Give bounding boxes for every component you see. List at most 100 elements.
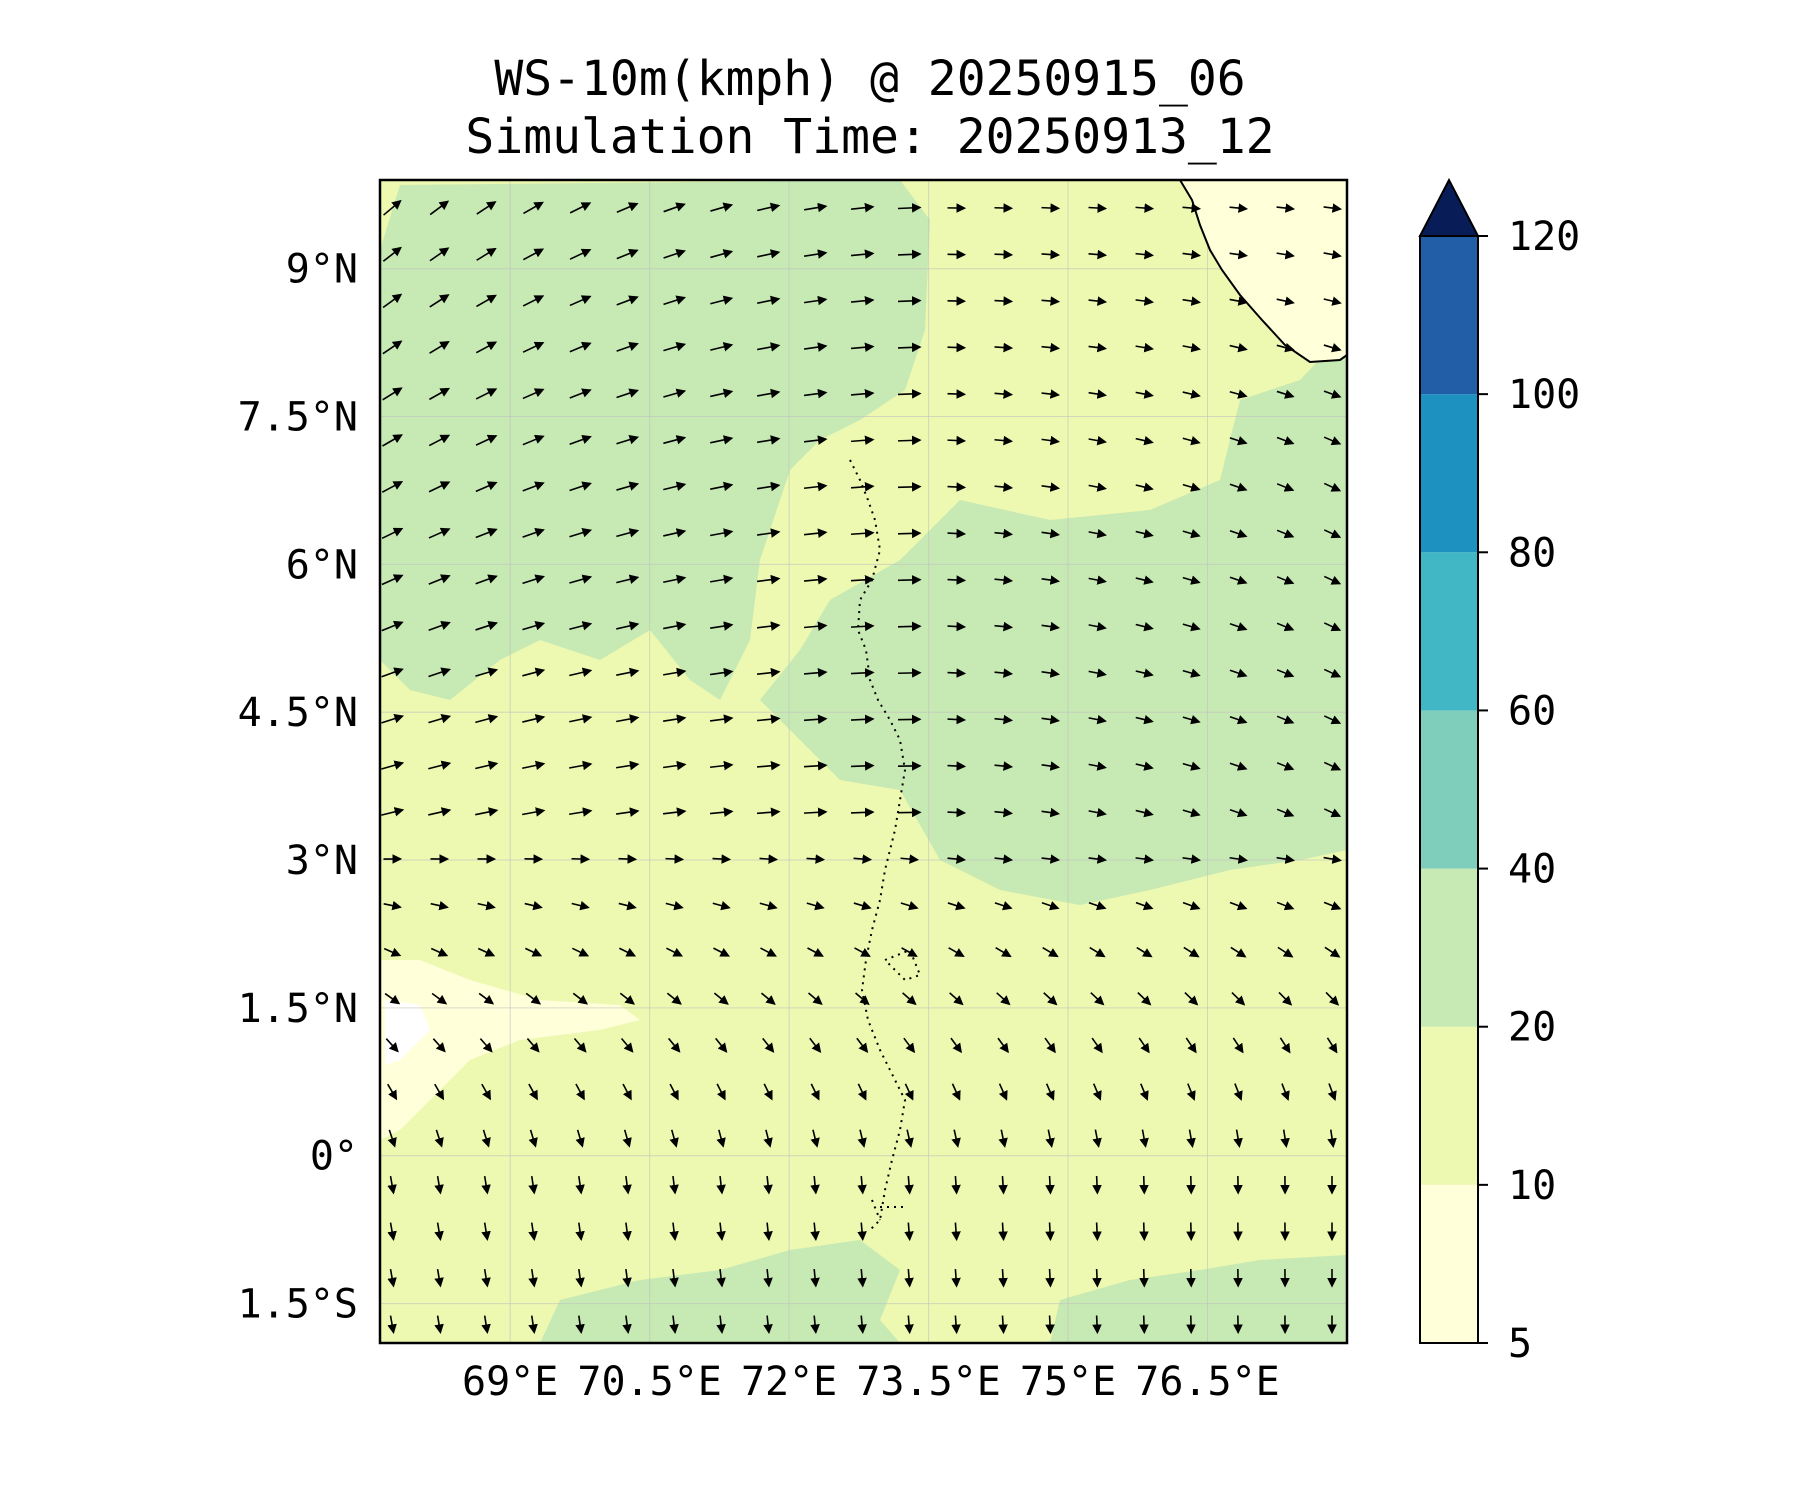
wind-vector-arrow	[1326, 1037, 1338, 1054]
wind-vector-arrow	[757, 435, 781, 445]
wind-vector-arrow	[1135, 249, 1155, 260]
wind-vector-arrow	[897, 296, 922, 306]
wind-vector-arrow	[850, 388, 875, 399]
wind-vector-arrow	[1088, 621, 1107, 632]
wind-vector-arrow	[616, 667, 640, 678]
wind-vector-arrow	[477, 947, 496, 957]
map-title-line1: WS-10m(kmph) @ 20250915_06	[494, 51, 1246, 107]
wind-vector-arrow	[897, 435, 922, 446]
wind-vector-arrow	[1276, 436, 1295, 446]
wind-vector-arrow	[951, 1175, 961, 1195]
wind-vector-arrow	[475, 621, 498, 631]
wind-vector-arrow	[387, 1129, 397, 1148]
wind-vector-arrow	[622, 1222, 632, 1242]
wind-vector-arrow	[622, 1129, 632, 1148]
wind-vector-arrow	[1092, 1268, 1102, 1288]
wind-vector-arrow	[1182, 296, 1201, 306]
wind-vector-arrow	[949, 992, 964, 1006]
wind-vector-arrow	[756, 760, 781, 771]
wind-vector-arrow	[947, 482, 967, 492]
wind-vector-arrow	[1327, 1129, 1337, 1148]
wind-vector-arrow	[434, 1268, 444, 1288]
wind-vector-arrow	[481, 1175, 491, 1195]
wind-vector-arrow	[429, 200, 450, 216]
wind-vector-arrow	[853, 901, 872, 911]
wind-vector-arrow	[1231, 991, 1246, 1006]
wind-vector-arrow	[382, 434, 403, 447]
wind-vector-arrow	[384, 992, 401, 1005]
wind-vector-arrow	[760, 947, 777, 957]
wind-vector-arrow	[1182, 622, 1201, 632]
wind-vector-arrow	[616, 341, 639, 352]
wind-vector-arrow	[1186, 1083, 1196, 1101]
wind-vector-arrow	[522, 295, 545, 307]
wind-vector-arrow	[995, 947, 1012, 958]
wind-vector-arrow	[478, 992, 495, 1005]
wind-vector-arrow	[387, 1268, 397, 1288]
wind-vector-arrow	[381, 620, 404, 632]
wind-vector-arrow	[1135, 854, 1155, 864]
wind-vector-arrow	[757, 249, 781, 259]
wind-vector-arrow	[901, 947, 918, 957]
wind-vector-arrow	[430, 947, 449, 957]
wind-vector-arrow	[429, 247, 450, 262]
wind-vector-arrow	[1233, 1083, 1243, 1101]
wind-vector-arrow	[1229, 901, 1248, 911]
wind-vector-arrow	[616, 388, 639, 399]
wind-vector-arrow	[897, 203, 922, 213]
wind-vector-arrow	[1088, 296, 1108, 306]
wind-vector-arrow	[1276, 296, 1295, 306]
wind-vector-arrow	[756, 714, 781, 724]
wind-vector-arrow	[1279, 1037, 1291, 1054]
wind-vector-arrow	[947, 668, 967, 678]
wind-vector-arrow	[528, 1175, 538, 1195]
wind-vector-arrow	[1088, 389, 1107, 399]
wind-vector-arrow	[850, 295, 875, 306]
wind-vector-arrow	[481, 1268, 491, 1288]
colorbar-segment	[1420, 236, 1478, 395]
wind-vector-arrow	[1088, 528, 1107, 539]
wind-vector-arrow	[475, 667, 499, 677]
wind-vector-arrow	[1135, 668, 1154, 678]
wind-vector-arrow	[619, 992, 635, 1005]
wind-vector-arrow	[569, 295, 592, 307]
wind-vector-arrow	[381, 481, 404, 493]
colorbar-label: 100	[1508, 372, 1580, 418]
wind-vector-arrow	[1323, 482, 1342, 492]
wind-vector-arrow	[569, 341, 592, 353]
wind-vector-arrow	[381, 574, 404, 586]
wind-vector-arrow	[994, 668, 1014, 678]
wind-vector-arrow	[757, 388, 781, 399]
wind-vector-arrow	[387, 1222, 397, 1241]
wind-vector-arrow	[428, 620, 451, 632]
wind-vector-arrow	[575, 1129, 585, 1148]
wind-vector-arrow	[1045, 1175, 1055, 1195]
wind-vector-arrow	[709, 667, 734, 678]
lat-tick-label: 4.5°N	[238, 690, 358, 736]
wind-vector-arrow	[475, 807, 499, 817]
wind-vector-arrow	[1323, 249, 1342, 260]
wind-vector-arrow	[902, 992, 917, 1006]
lat-tick-label: 6°N	[286, 542, 358, 588]
wind-vector-arrow	[616, 202, 639, 214]
wind-vector-arrow	[622, 1315, 632, 1335]
lon-tick-label: 70.5°E	[577, 1359, 722, 1405]
wind-vector-arrow	[1041, 389, 1061, 399]
wind-vector-arrow	[1088, 575, 1107, 585]
colorbar-segment	[1420, 394, 1478, 553]
wind-vector-arrow	[947, 761, 967, 771]
wind-vector-arrow	[1233, 1129, 1243, 1148]
wind-vector-arrow	[810, 1083, 820, 1101]
wind-vector-arrow	[475, 574, 498, 585]
wind-vector-arrow	[850, 807, 875, 818]
wind-vector-arrow	[569, 621, 593, 631]
wind-vector-arrow	[1041, 342, 1061, 353]
wind-speed-calm-patch-west	[380, 960, 640, 1140]
wind-vector-arrow	[1182, 436, 1201, 446]
wind-vector-arrow	[712, 854, 732, 864]
wind-vector-arrow	[1182, 529, 1201, 539]
wind-vector-arrow	[1182, 482, 1201, 492]
wind-vector-arrow	[716, 1083, 726, 1101]
wind-vector-arrow	[523, 201, 544, 215]
wind-vector-arrow	[710, 481, 734, 492]
